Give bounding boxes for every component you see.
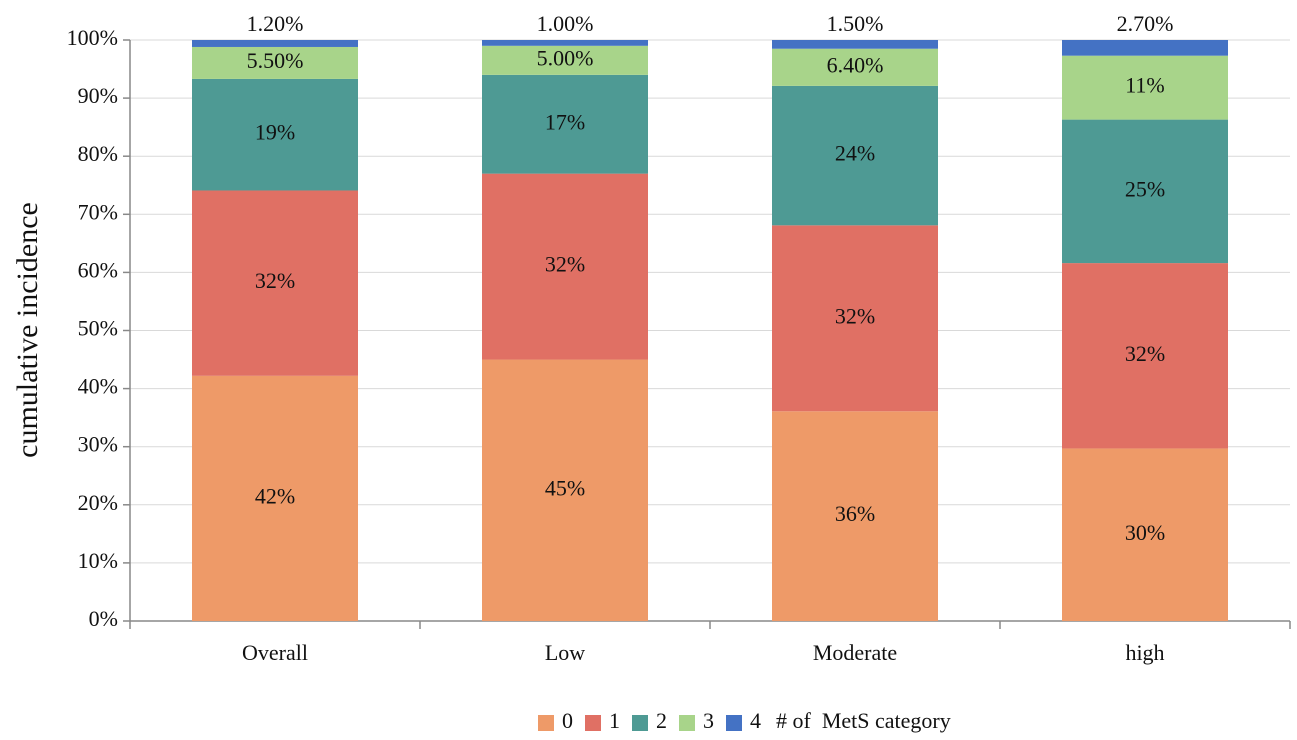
bar-segment: [192, 78, 358, 191]
value-label: 5.50%: [247, 48, 304, 73]
bar-segment: [192, 190, 358, 376]
bar-segment: [482, 45, 648, 75]
y-tick-label: 40%: [78, 374, 118, 399]
value-label: 25%: [1125, 176, 1165, 201]
bar-segment: [192, 375, 358, 621]
value-label: 1.00%: [537, 11, 594, 36]
value-label: 2.70%: [1117, 11, 1174, 36]
y-tick-label: 50%: [78, 316, 118, 341]
y-tick-label: 70%: [78, 199, 118, 224]
x-tick-label: Low: [545, 640, 585, 665]
legend-label: 4: [750, 708, 761, 733]
value-label: 1.20%: [247, 11, 304, 36]
y-tick-label: 90%: [78, 83, 118, 108]
y-tick-label: 10%: [78, 548, 118, 573]
value-label: 45%: [545, 475, 585, 500]
y-axis-label: cumulative incidence: [11, 202, 44, 458]
bar-segment: [482, 74, 648, 174]
bar-segment: [1062, 40, 1228, 56]
legend-label: 3: [703, 708, 714, 733]
value-label: 32%: [255, 268, 295, 293]
bar-segment: [482, 40, 648, 46]
bar-segment: [482, 359, 648, 621]
y-tick-label: 80%: [78, 141, 118, 166]
value-label: 30%: [1125, 520, 1165, 545]
bar-segment: [772, 411, 938, 621]
value-label: 17%: [545, 109, 585, 134]
bar-segment: [1062, 263, 1228, 449]
value-label: 32%: [835, 303, 875, 328]
x-tick-label: high: [1125, 640, 1164, 665]
x-tick-label: Moderate: [813, 640, 897, 665]
y-tick-label: 30%: [78, 432, 118, 457]
value-label: 32%: [545, 252, 585, 277]
legend-swatch: [726, 715, 742, 731]
bar-segment: [772, 225, 938, 412]
y-tick-label: 60%: [78, 257, 118, 282]
y-tick-label: 0%: [89, 606, 118, 631]
legend-label: 1: [609, 708, 620, 733]
bar-segment: [1062, 55, 1228, 120]
value-label: 6.40%: [827, 52, 884, 77]
bar-segment: [1062, 448, 1228, 621]
legend-swatch: [585, 715, 601, 731]
bar-segment: [192, 46, 358, 79]
bar-segment: [772, 40, 938, 49]
bar-segment: [1062, 119, 1228, 264]
legend-label: 2: [656, 708, 667, 733]
legend-label: 0: [562, 708, 573, 733]
bar-segment: [482, 173, 648, 360]
value-label: 36%: [835, 501, 875, 526]
bar-segment: [772, 85, 938, 226]
legend-swatch: [679, 715, 695, 731]
y-tick-label: 100%: [67, 25, 118, 50]
value-label: 42%: [255, 483, 295, 508]
legend-swatch: [632, 715, 648, 731]
value-label: 5.00%: [537, 45, 594, 70]
value-label: 11%: [1125, 73, 1165, 98]
bar-segment: [192, 40, 358, 47]
legend-swatch: [538, 715, 554, 731]
value-label: 32%: [1125, 341, 1165, 366]
value-label: 24%: [835, 141, 875, 166]
value-label: 1.50%: [827, 11, 884, 36]
value-label: 19%: [255, 120, 295, 145]
x-tick-label: Overall: [242, 640, 308, 665]
legend-title: # of MetS category: [776, 708, 951, 733]
y-tick-label: 20%: [78, 490, 118, 515]
bar-segment: [772, 48, 938, 86]
